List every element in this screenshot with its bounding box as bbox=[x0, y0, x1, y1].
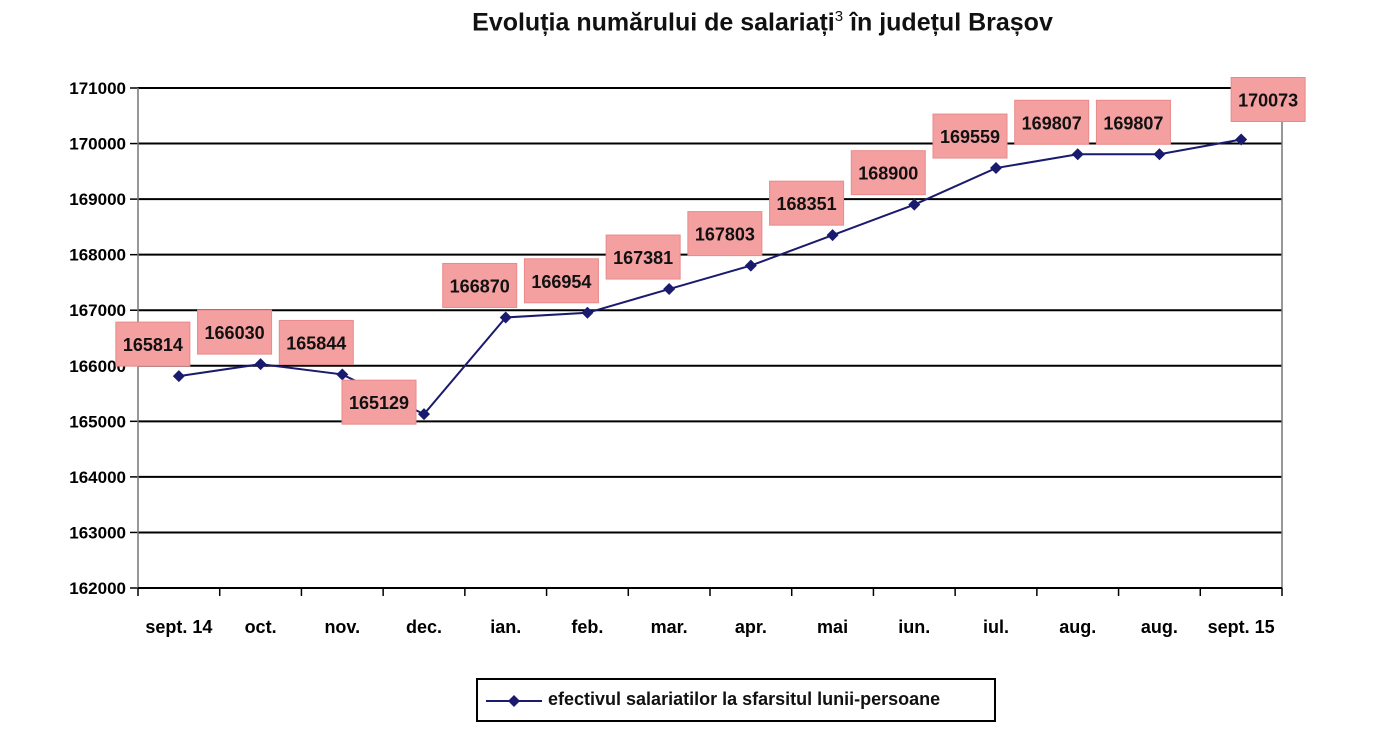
data-label: 167803 bbox=[695, 225, 755, 245]
chart-title-main: Evoluția numărului de salariați bbox=[472, 8, 835, 37]
data-label-box bbox=[605, 234, 681, 280]
chart-title-suffix: în județul Brașov bbox=[843, 8, 1053, 37]
data-point-marker bbox=[1235, 133, 1248, 146]
data-label-box bbox=[523, 258, 599, 304]
data-label-box bbox=[197, 309, 273, 355]
x-tick-label: aug. bbox=[1059, 617, 1096, 637]
x-tick-label: sept. 14 bbox=[145, 617, 212, 637]
series-layer bbox=[172, 133, 1248, 421]
y-tick-label: 171000 bbox=[69, 79, 126, 98]
legend: efectivul salariatilor la sfarsitul luni… bbox=[476, 678, 996, 722]
data-label: 165129 bbox=[349, 393, 409, 413]
data-label-box bbox=[687, 211, 763, 257]
data-label: 168900 bbox=[858, 164, 918, 184]
x-tick-label: aug. bbox=[1141, 617, 1178, 637]
data-label-box bbox=[115, 321, 191, 367]
data-label: 170073 bbox=[1238, 91, 1298, 111]
data-point-marker bbox=[908, 198, 921, 211]
y-tick-label: 163000 bbox=[69, 523, 126, 542]
y-tick-label: 170000 bbox=[69, 135, 126, 154]
y-tick-label: 162000 bbox=[69, 579, 126, 598]
data-label: 169807 bbox=[1103, 113, 1163, 133]
x-tick-label: mai bbox=[817, 617, 848, 637]
data-label: 167381 bbox=[613, 248, 673, 268]
y-tick-label: 169000 bbox=[69, 190, 126, 209]
y-tick-label: 167000 bbox=[69, 301, 126, 320]
x-tick-label: oct. bbox=[245, 617, 277, 637]
data-label-box bbox=[442, 262, 518, 308]
data-label-box bbox=[850, 150, 926, 196]
data-point-marker bbox=[663, 283, 676, 296]
data-point-marker bbox=[826, 229, 839, 242]
data-label-box bbox=[341, 379, 417, 425]
data-label-layer: 165814 166030 165844 165129 166870 166954 1673… bbox=[115, 77, 1306, 425]
x-tick-label: nov. bbox=[324, 617, 360, 637]
x-tick-label: mar. bbox=[651, 617, 688, 637]
legend-label: efectivul salariatilor la sfarsitul luni… bbox=[548, 689, 941, 709]
data-label-box bbox=[1230, 77, 1306, 122]
data-label: 165814 bbox=[123, 335, 183, 355]
data-label: 169807 bbox=[1022, 113, 1082, 133]
x-tick-label: apr. bbox=[735, 617, 767, 637]
axis-layer: 171000 170000 169000 168000 167000 166000 1650… bbox=[69, 79, 1283, 637]
data-label-box bbox=[1014, 99, 1090, 145]
data-point-marker bbox=[172, 370, 185, 383]
x-tick-label: feb. bbox=[571, 617, 603, 637]
y-tick-label: 164000 bbox=[69, 468, 126, 487]
y-tick-label: 166000 bbox=[69, 357, 126, 376]
data-point-marker bbox=[990, 162, 1002, 175]
x-tick-label: iul. bbox=[983, 617, 1009, 637]
chart-title: Evoluția numărului de salariați3 în jude… bbox=[0, 8, 1400, 37]
data-point-marker bbox=[418, 408, 430, 421]
x-tick-label: ian. bbox=[490, 617, 521, 637]
data-label-box bbox=[1095, 99, 1171, 145]
data-label: 166030 bbox=[205, 323, 265, 343]
y-tick-label: 165000 bbox=[69, 412, 126, 431]
x-tick-label: iun. bbox=[898, 617, 930, 637]
chart-title-superscript: 3 bbox=[834, 8, 844, 25]
data-point-marker bbox=[254, 358, 267, 371]
data-point-marker bbox=[1153, 148, 1166, 161]
data-label: 166870 bbox=[450, 276, 510, 296]
data-point-marker bbox=[581, 306, 594, 319]
legend-swatch-icon bbox=[486, 695, 542, 707]
data-label: 168351 bbox=[777, 194, 837, 214]
data-label: 165844 bbox=[286, 333, 346, 353]
y-tick-label: 168000 bbox=[69, 246, 126, 265]
x-tick-label: dec. bbox=[406, 617, 442, 637]
data-point-marker bbox=[1071, 148, 1084, 161]
x-tick-label: sept. 15 bbox=[1208, 617, 1275, 637]
data-label: 166954 bbox=[531, 272, 591, 292]
data-label-box bbox=[278, 319, 354, 365]
data-label-box bbox=[769, 180, 845, 226]
data-point-marker bbox=[336, 368, 349, 381]
data-label-box bbox=[932, 113, 1008, 159]
data-label: 169559 bbox=[940, 127, 1000, 147]
data-point-marker bbox=[499, 311, 512, 324]
data-point-marker bbox=[744, 259, 757, 272]
